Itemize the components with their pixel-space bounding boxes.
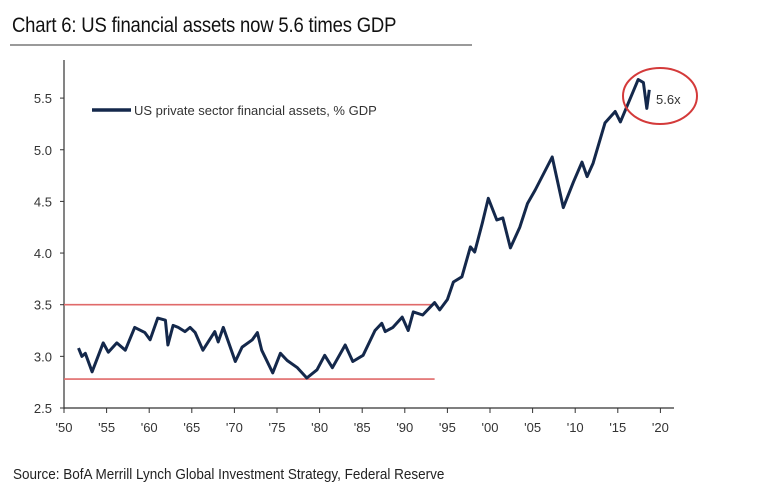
x-tick-label: '85 [354, 420, 371, 435]
x-tick-label: '90 [396, 420, 413, 435]
y-tick-label: 5.0 [34, 143, 52, 158]
y-tick-label: 4.0 [34, 246, 52, 261]
source-note: Source: BofA Merrill Lynch Global Invest… [13, 466, 445, 483]
legend: US private sector financial assets, % GD… [92, 103, 377, 118]
x-tick-label: '70 [226, 420, 243, 435]
y-tick-label: 3.0 [34, 349, 52, 364]
legend-label: US private sector financial assets, % GD… [134, 103, 377, 118]
series-group [77, 78, 651, 380]
y-tick-label: 4.5 [34, 194, 52, 209]
x-tick-label: '95 [439, 420, 456, 435]
x-tick-label: '05 [524, 420, 541, 435]
x-tick-label: '20 [652, 420, 669, 435]
series-line [77, 78, 651, 380]
x-tick-label: '65 [183, 420, 200, 435]
annotation: 5.6x [622, 67, 698, 125]
x-tick-label: '00 [482, 420, 499, 435]
x-tick-label: '50 [56, 420, 73, 435]
x-tick-label: '55 [98, 420, 115, 435]
y-tick-label: 5.5 [34, 91, 52, 106]
reference-lines [64, 303, 435, 380]
chart-title: Chart 6: US financial assets now 5.6 tim… [12, 14, 397, 37]
x-tick-label: '60 [141, 420, 158, 435]
x-tick-label: '15 [609, 420, 626, 435]
title-divider [10, 44, 472, 46]
x-tick-label: '80 [311, 420, 328, 435]
y-tick-label: 3.5 [34, 298, 52, 313]
annotation-label: 5.6x [656, 92, 681, 107]
x-tick-label: '10 [567, 420, 584, 435]
y-tick-label: 2.5 [34, 401, 52, 416]
x-tick-label: '75 [269, 420, 286, 435]
annotation-circle [622, 67, 698, 125]
axes: 2.5 3.0 3.5 4.0 4.5 5.0 5.5 '50 '55 '60 '65 '70 '75 '… [34, 60, 674, 435]
